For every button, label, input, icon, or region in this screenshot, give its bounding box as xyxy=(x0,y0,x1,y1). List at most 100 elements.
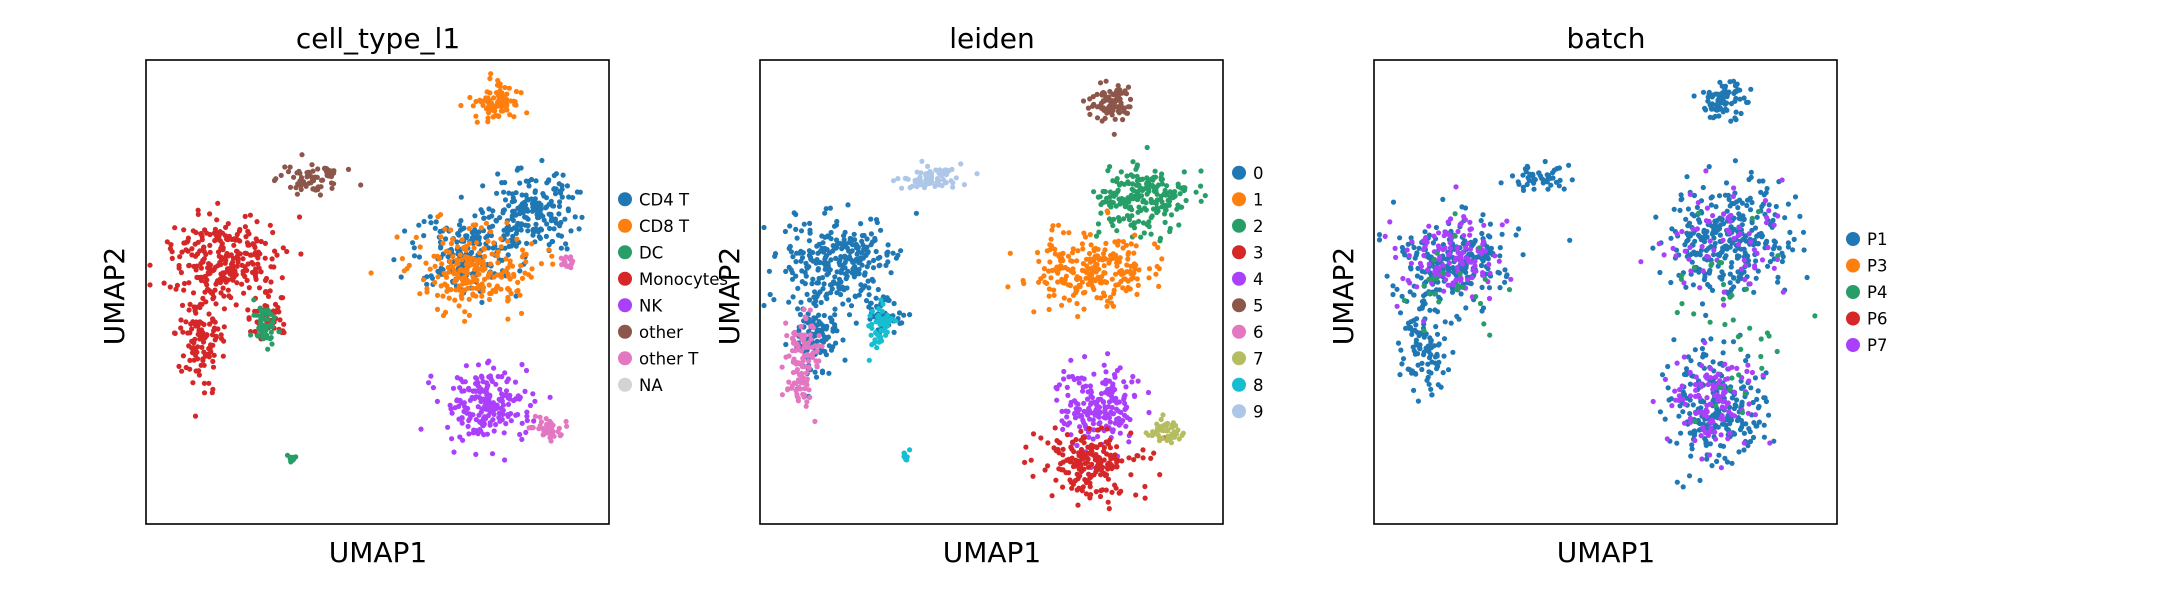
data-point-0 xyxy=(831,223,838,229)
data-point-p4 xyxy=(1678,276,1684,282)
data-point-monocytes xyxy=(189,338,195,344)
data-point-p1 xyxy=(1434,331,1441,337)
data-point-3 xyxy=(1082,453,1088,460)
data-point-3 xyxy=(1128,430,1134,436)
data-point-0 xyxy=(782,228,789,235)
data-point-cd4-t xyxy=(513,293,519,299)
data-point-cd8-t xyxy=(456,303,462,309)
data-point-cd8-t xyxy=(508,98,514,104)
data-point-2 xyxy=(1165,197,1171,203)
data-point-nk xyxy=(501,430,507,436)
data-point-cd8-t xyxy=(417,244,423,250)
data-point-other-t xyxy=(564,423,570,429)
data-point-p7 xyxy=(1682,248,1688,254)
data-point-p1 xyxy=(1748,174,1754,180)
data-point-p1 xyxy=(1743,358,1749,364)
data-point-4 xyxy=(1110,381,1116,387)
data-point-5 xyxy=(1127,96,1134,102)
data-point-0 xyxy=(864,236,870,242)
data-point-6 xyxy=(816,333,822,339)
data-point-cd8-t xyxy=(451,268,457,274)
data-point-p7 xyxy=(1458,278,1464,284)
data-point-0 xyxy=(839,246,845,252)
data-point-0 xyxy=(819,370,826,376)
data-point-p1 xyxy=(1450,349,1456,355)
data-point-p1 xyxy=(1687,397,1693,403)
data-point-p1 xyxy=(1744,202,1750,209)
data-point-p1 xyxy=(1429,392,1435,398)
data-point-monocytes xyxy=(209,291,216,297)
data-point-cd8-t xyxy=(491,240,497,246)
data-point-3 xyxy=(1128,472,1134,478)
data-point-cd4-t xyxy=(574,189,581,195)
data-point-cd8-t xyxy=(476,250,482,256)
data-point-cd8-t xyxy=(446,249,452,255)
data-point-monocytes xyxy=(180,329,186,335)
data-point-2 xyxy=(1164,183,1170,189)
data-point-cd4-t xyxy=(464,233,470,239)
data-point-p1 xyxy=(1502,279,1508,285)
data-point-nk xyxy=(485,382,491,388)
data-point-p7 xyxy=(1688,268,1694,274)
data-point-nk xyxy=(456,403,462,409)
data-point-2 xyxy=(1108,219,1114,225)
data-point-monocytes xyxy=(207,249,213,255)
data-point-cd4-t xyxy=(532,196,538,202)
data-point-3 xyxy=(1148,455,1154,461)
x-axis-label: UMAP1 xyxy=(943,536,1042,569)
data-point-p1 xyxy=(1736,211,1742,217)
panel-title: batch xyxy=(1566,22,1645,55)
data-point-nk xyxy=(473,375,479,381)
data-point-monocytes xyxy=(197,304,203,311)
data-point-5 xyxy=(1120,117,1126,123)
data-point-monocytes xyxy=(195,323,201,329)
data-point-p1 xyxy=(1413,322,1419,328)
data-point-p7 xyxy=(1650,398,1656,405)
data-point-4 xyxy=(1146,409,1152,416)
data-point-p7 xyxy=(1496,258,1502,264)
data-point-2 xyxy=(1152,186,1158,192)
data-point-p4 xyxy=(1674,309,1680,316)
data-point-2 xyxy=(1155,182,1162,188)
data-point-p7 xyxy=(1692,437,1698,444)
data-point-6 xyxy=(816,358,822,364)
data-point-0 xyxy=(847,249,854,255)
data-point-p1 xyxy=(1734,199,1740,205)
data-point-4 xyxy=(1078,413,1084,419)
data-point-1 xyxy=(1073,287,1079,293)
data-point-3 xyxy=(1078,428,1084,434)
data-point-p4 xyxy=(1713,403,1719,409)
legend-marker xyxy=(618,271,632,286)
data-point-monocytes xyxy=(193,319,199,325)
data-point-p1 xyxy=(1677,207,1683,213)
data-point-nk xyxy=(519,436,525,442)
data-point-cd4-t xyxy=(486,214,492,220)
data-point-cd4-t xyxy=(560,172,566,178)
data-point-5 xyxy=(1121,109,1127,115)
data-point-cd4-t xyxy=(427,214,433,220)
data-point-p7 xyxy=(1454,265,1460,271)
data-point-monocytes xyxy=(187,330,193,336)
data-point-cd8-t xyxy=(511,114,517,120)
data-point-p1 xyxy=(1409,368,1415,374)
data-point-p7 xyxy=(1704,402,1710,408)
data-point-p7 xyxy=(1707,238,1713,244)
data-point-p1 xyxy=(1567,237,1573,243)
data-point-cd4-t xyxy=(546,177,552,183)
data-point-p1 xyxy=(1376,232,1383,238)
data-point-2 xyxy=(1107,194,1113,200)
data-point-cd8-t xyxy=(472,276,478,282)
data-point-2 xyxy=(1124,173,1130,179)
data-point-p1 xyxy=(1745,443,1751,449)
data-point-6 xyxy=(799,370,805,376)
data-point-cd8-t xyxy=(436,255,442,261)
data-point-4 xyxy=(1080,384,1086,390)
data-point-cd8-t xyxy=(394,234,400,240)
data-point-9 xyxy=(942,167,948,173)
data-point-1 xyxy=(1092,245,1099,251)
data-point-5 xyxy=(1112,116,1118,122)
data-point-0 xyxy=(824,296,830,302)
legend-label: 4 xyxy=(1253,270,1264,289)
data-point-p4 xyxy=(1720,296,1726,302)
data-point-6 xyxy=(805,344,811,350)
